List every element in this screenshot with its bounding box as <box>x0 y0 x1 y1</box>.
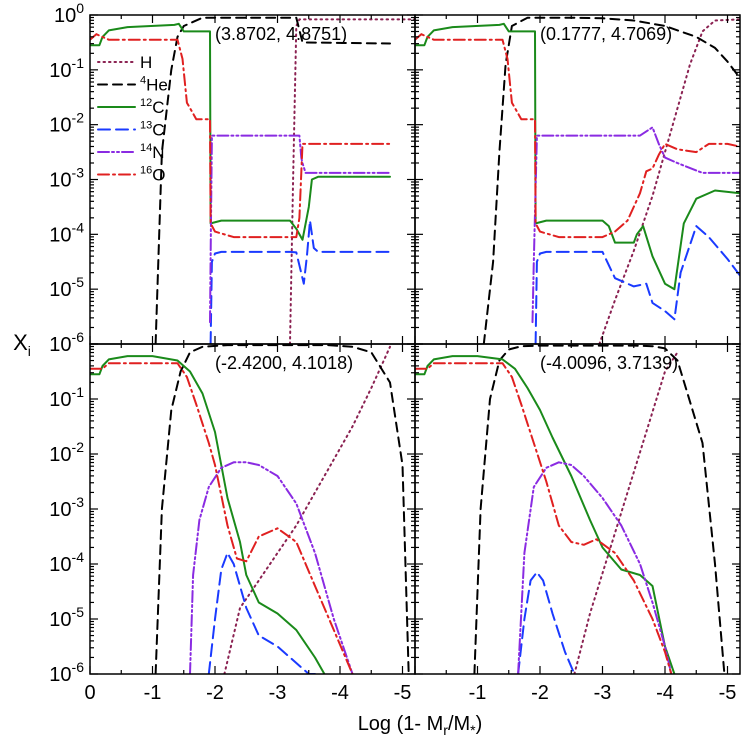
x-tick-label: -5 <box>394 682 412 704</box>
legend-label-n14: 14N <box>140 142 165 162</box>
y-tick-label: 100 <box>54 0 84 27</box>
panel-1-series-c13 <box>209 219 391 344</box>
x-tick-label: -4 <box>331 682 349 704</box>
x-tick-label: -1 <box>144 682 162 704</box>
x-tick-label: -2 <box>206 682 224 704</box>
x-tick-label: -5 <box>719 682 737 704</box>
y-tick-label: 10-5 <box>49 274 84 301</box>
panel-2-series-c12 <box>415 22 740 291</box>
panel-2-series-he4 <box>482 16 740 344</box>
panel-1-series-h <box>289 18 415 344</box>
legend-label-he4: 4He <box>140 75 168 95</box>
legend-label-h: H <box>140 53 152 72</box>
panel-3-ticks <box>89 343 415 675</box>
panel-1-series <box>90 16 415 344</box>
panel-4-series-c13 <box>517 571 576 674</box>
series-layer <box>90 16 740 674</box>
y-tick-label: 10-6 <box>49 659 84 686</box>
panel-2-ticks <box>414 14 740 345</box>
panel-4-frame <box>414 343 741 675</box>
frames-layer <box>89 14 741 675</box>
y-tick-label: 10-2 <box>49 439 84 466</box>
y-tick-label: 10-3 <box>49 494 84 521</box>
panel-2-frame <box>414 14 741 345</box>
panel-3-series-o16 <box>90 362 354 674</box>
x-tick-label: 0 <box>84 682 95 704</box>
panel-4-annotation: (-4.0096, 3.7139) <box>540 353 678 373</box>
panel-2-series-o16 <box>415 33 740 239</box>
panel-2-series-n14 <box>531 126 740 324</box>
panel-3-series-c13 <box>207 552 316 674</box>
panel-3-series-h <box>223 345 391 674</box>
panel-2-series-c13 <box>534 225 740 344</box>
axis-labels: Log (1- Mr/M*) Xi <box>13 330 482 738</box>
panel-4-series-c12 <box>415 355 676 674</box>
panel-2-annotation: (0.1777, 4.7069) <box>540 24 672 44</box>
y-tick-label: 10-1 <box>49 384 84 411</box>
panel-1-annotation: (3.8702, 4.8751) <box>215 24 347 44</box>
panel-3-series-he4 <box>154 344 410 674</box>
panel-3-series-c12 <box>90 355 326 674</box>
legend-label-c13: 13C <box>140 120 165 140</box>
panel-4-series-o16 <box>415 362 673 674</box>
panel-1-series-n14 <box>209 134 391 324</box>
x-tick-label: -2 <box>531 682 549 704</box>
panel-1-ticks <box>89 14 415 345</box>
annotations-layer: (3.8702, 4.8751) (0.1777, 4.7069) (-2.4200… <box>215 24 678 373</box>
panel-4-series-h <box>573 351 679 674</box>
panel-2-series <box>415 16 740 344</box>
y-axis-label: Xi <box>13 330 31 359</box>
y-tick-label: 10-2 <box>49 110 84 137</box>
x-tick-label: -1 <box>469 682 487 704</box>
y-tick-label: 10-3 <box>49 165 84 192</box>
panel-4-series-n14 <box>517 461 673 674</box>
panel-1-series-he4 <box>154 16 391 344</box>
y-tick-label: 10-4 <box>49 219 84 246</box>
panel-1-series-c12 <box>90 22 391 241</box>
panel-4-series <box>415 344 726 674</box>
legend-label-c12: 12C <box>140 97 165 117</box>
panel-2-series-h <box>598 18 740 344</box>
x-tick-label: -3 <box>269 682 287 704</box>
panel-3-series <box>90 344 410 674</box>
y-tick-label: 10-5 <box>49 604 84 631</box>
x-tick-label: -3 <box>594 682 612 704</box>
legend-label-o16: 16O <box>140 165 165 185</box>
x-axis-label: Log (1- Mr/M*) <box>358 713 483 738</box>
panel-1-series-o16 <box>90 33 391 239</box>
panel-3-series-n14 <box>189 461 354 674</box>
panel-3-frame <box>89 343 416 675</box>
x-tick-label: -4 <box>656 682 674 704</box>
panel-4-ticks <box>414 343 740 675</box>
panel-1-frame <box>89 14 416 345</box>
y-tick-label: 10-1 <box>49 55 84 82</box>
y-tick-label: 10-4 <box>49 549 84 576</box>
y-tick-label: 10-6 <box>49 329 84 356</box>
panel-3-annotation: (-2.4200, 4.1018) <box>215 353 353 373</box>
panel-4-series-he4 <box>473 344 726 674</box>
